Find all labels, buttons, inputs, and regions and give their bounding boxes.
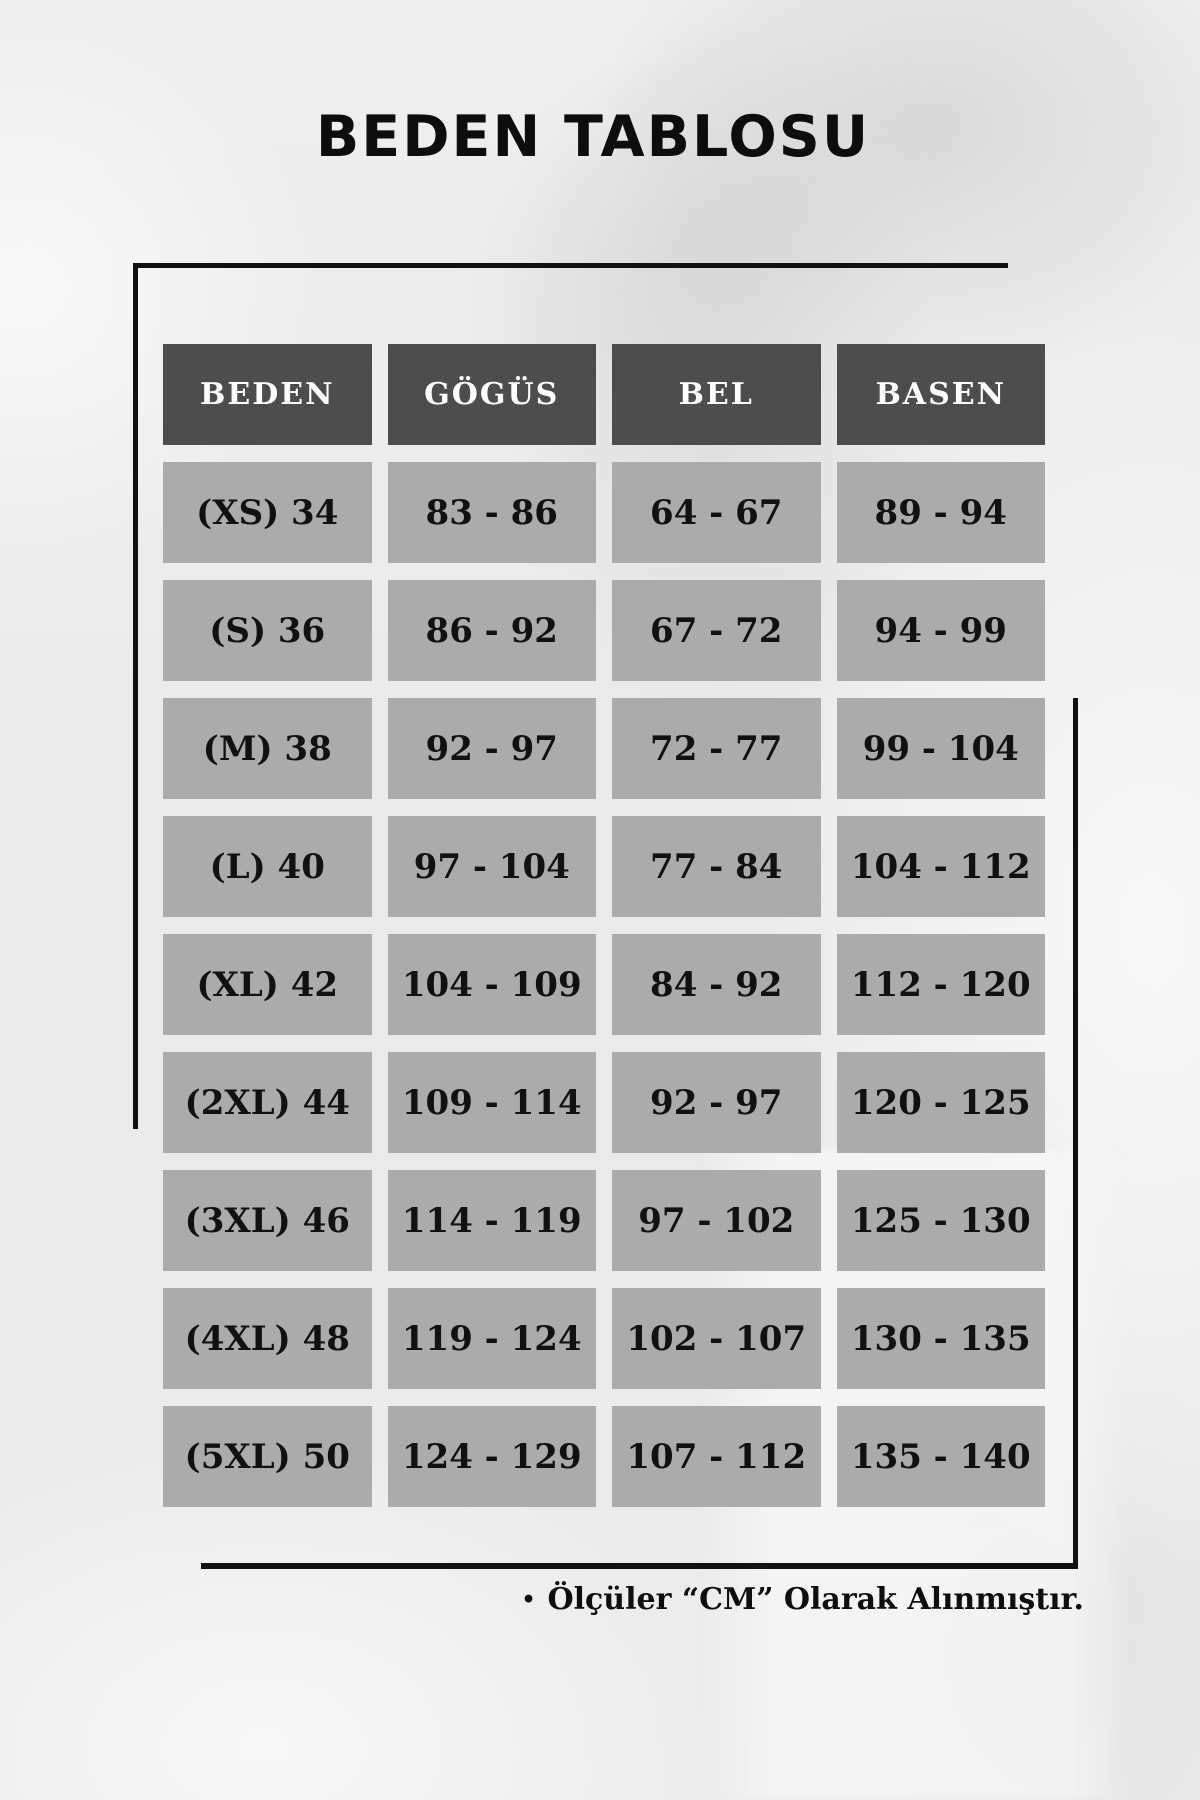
header-cell: GÖGÜS <box>387 344 596 445</box>
size-cell: (M) 38 <box>163 698 372 799</box>
size-cell: (S) 36 <box>163 580 372 681</box>
size-cell: 112 - 120 <box>836 934 1045 1035</box>
size-cell: 84 - 92 <box>612 934 821 1035</box>
size-cell: 109 - 114 <box>387 1052 596 1153</box>
size-table: BEDEN GÖGÜS BEL BASEN (XS) 34 83 - 86 64 - 67 8… <box>163 344 1045 1507</box>
size-cell: (2XL) 44 <box>163 1052 372 1153</box>
header-cell: BEDEN <box>163 344 372 445</box>
size-cell: 77 - 84 <box>612 816 821 917</box>
size-cell: 72 - 77 <box>612 698 821 799</box>
size-cell: 107 - 112 <box>612 1406 821 1507</box>
size-cell: 114 - 119 <box>387 1170 596 1271</box>
decor-line-bottom-right <box>201 698 1078 1569</box>
header-cell: BEL <box>612 344 821 445</box>
size-cell: 97 - 104 <box>387 816 596 917</box>
measurement-note: • Ölçüler “CM” Olarak Alınmıştır. <box>521 1582 1084 1617</box>
size-cell: (4XL) 48 <box>163 1288 372 1389</box>
size-cell: 64 - 67 <box>612 462 821 563</box>
size-cell: (XL) 42 <box>163 934 372 1035</box>
decor-line-top-left <box>133 263 1008 1129</box>
size-cell: 102 - 107 <box>612 1288 821 1389</box>
size-cell: 97 - 102 <box>612 1170 821 1271</box>
size-cell: 92 - 97 <box>612 1052 821 1153</box>
size-cell: 83 - 86 <box>387 462 596 563</box>
size-cell: 124 - 129 <box>387 1406 596 1507</box>
size-cell: (XS) 34 <box>163 462 372 563</box>
size-cell: 99 - 104 <box>836 698 1045 799</box>
size-cell: 94 - 99 <box>836 580 1045 681</box>
size-cell: 104 - 109 <box>387 934 596 1035</box>
size-cell: 125 - 130 <box>836 1170 1045 1271</box>
measurement-note-text: Ölçüler “CM” Olarak Alınmıştır. <box>547 1582 1084 1617</box>
size-cell: 89 - 94 <box>836 462 1045 563</box>
size-cell: 104 - 112 <box>836 816 1045 917</box>
size-cell: 120 - 125 <box>836 1052 1045 1153</box>
size-cell: 92 - 97 <box>387 698 596 799</box>
bullet-icon: • <box>521 1586 536 1613</box>
page-title: BEDEN TABLOSU <box>315 104 871 170</box>
size-cell: 130 - 135 <box>836 1288 1045 1389</box>
size-cell: (L) 40 <box>163 816 372 917</box>
size-cell: 119 - 124 <box>387 1288 596 1389</box>
size-cell: (3XL) 46 <box>163 1170 372 1271</box>
size-cell: 135 - 140 <box>836 1406 1045 1507</box>
size-cell: (5XL) 50 <box>163 1406 372 1507</box>
size-cell: 86 - 92 <box>387 580 596 681</box>
size-cell: 67 - 72 <box>612 580 821 681</box>
header-cell: BASEN <box>836 344 1045 445</box>
